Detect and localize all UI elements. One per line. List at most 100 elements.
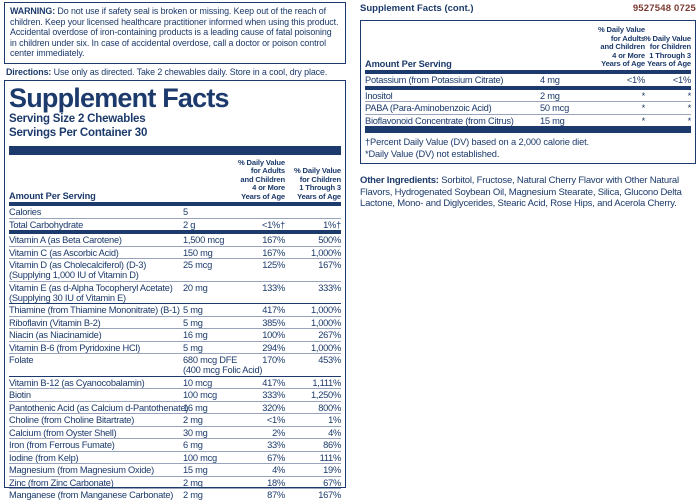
cell-dv2: 1,000% (310, 247, 341, 258)
dv-children-header: % Daily Value for Children 1 Through 3 Y… (293, 166, 341, 201)
cell-dv2: <1% (672, 75, 691, 85)
table-header: Amount Per Serving % Daily Value for Adu… (365, 23, 691, 70)
cell-name: Vitamin B-12 (as Cyanocobalamin) (9, 377, 145, 388)
warning-label: WARNING: (10, 6, 56, 16)
cell-dv1: 33% (267, 440, 285, 451)
cell-name: Iodine (from Kelp) (9, 452, 79, 463)
cell-dv1: * (641, 115, 646, 126)
cell-dv2: * (687, 90, 692, 101)
nutrient-rows: Calories 5 Total Carbohydrate 2 g <1%† 1%† Vit… (9, 206, 341, 501)
table-row: Folate 680 mcg DFE (400 mcg Folic Acid) 170… (9, 354, 341, 377)
supplement-facts-panel: Supplement Facts Serving Size 2 Chewable… (4, 80, 346, 500)
cell-dv1: * (641, 90, 646, 101)
supplement-facts-cont-panel: Amount Per Serving % Daily Value for Adu… (360, 20, 696, 164)
table-row: Thiamine (from Thiamine Mononitrate) (B-… (9, 304, 341, 317)
cell-amt: 6 mg (183, 440, 203, 451)
cell-name: Thiamine (from Thiamine Mononitrate) (B-… (9, 305, 180, 316)
cell-dv1: 167% (262, 247, 285, 258)
table-row: Calories 5 (9, 206, 341, 219)
cell-dv1: <1%† (261, 219, 285, 230)
cell-dv2: 1,000% (310, 317, 341, 328)
table-row: Niacin (as Niacinamide) 16 mg 100% 267% (9, 329, 341, 342)
cell-dv2: 1,111% (312, 377, 341, 388)
table-header: Amount Per Serving % Daily Value for Adu… (9, 155, 341, 202)
cell-dv2: 19% (323, 465, 341, 476)
table-row: Inositol 2 mg * * (365, 90, 692, 102)
cell-dv1: 2% (272, 427, 285, 438)
thick-bar (9, 146, 341, 156)
table-row: Vitamin B-6 (from Pyridoxine HCl) 5 mg 294… (9, 342, 341, 355)
other-ingredients: Other Ingredients: Sorbitol, Fructose, N… (360, 175, 696, 210)
warning-text: Do not use if safety seal is broken or m… (10, 6, 339, 59)
left-column: WARNING: Do not use if safety seal is br… (4, 2, 346, 500)
table-row: Biotin 100 mcg 333% 1,250% (9, 389, 341, 402)
cell-dv1: 100% (262, 330, 285, 341)
cell-name: Zinc (from Zinc Carbonate) (9, 477, 114, 488)
cell-amt: 100 mcg (183, 452, 217, 463)
cell-dv1: <1% (626, 75, 645, 85)
cell-amt: 16 mg (183, 402, 208, 413)
cell-dv1: 133% (262, 282, 285, 293)
cell-dv1: 333% (262, 390, 285, 401)
cell-dv2: 267% (318, 330, 341, 341)
cell-amt: 4 mg (540, 75, 560, 85)
cell-amt: 15 mg (540, 115, 565, 126)
cell-dv2: 86% (323, 440, 341, 451)
cell-dv2: 500% (318, 235, 341, 246)
cell-dv2: 1% (328, 415, 341, 426)
cell-amt: 2 mg (540, 90, 560, 101)
cell-dv1: * (641, 103, 646, 113)
cell-name: Iron (from Ferrous Fumate) (9, 440, 115, 451)
product-code: 9527548 0725 (632, 3, 696, 14)
cell-dv2: 111% (319, 452, 342, 463)
table-row: Iron (from Ferrous Fumate) 6 mg 33% 86% (9, 439, 341, 452)
cell-dv2: 1,250% (310, 390, 341, 401)
cell-amt: 5 mg (183, 342, 203, 353)
cell-amt: 2 mg (183, 490, 203, 501)
nutrient-rows: Potassium (from Potassium Citrate) 4 mg <1… (365, 74, 691, 133)
cell-dv1: 18% (267, 477, 285, 488)
table-row: Pantothenic Acid (as Calcium d-Pantothen… (9, 402, 341, 415)
separator-bar (365, 85, 691, 90)
directions-line: Directions: Use only as directed. Take 2… (4, 64, 346, 80)
cell-dv1: 87% (267, 490, 285, 501)
cell-dv1: 4% (272, 465, 285, 476)
table-row: Zinc (from Zinc Carbonate) 2 mg 18% 67% (9, 477, 341, 490)
table-row: Total Carbohydrate 2 g <1%† 1%† (9, 219, 341, 231)
cell-amt: 25 mcg (183, 260, 212, 271)
cell-dv1: <1% (266, 415, 285, 426)
cell-dv1: 170% (262, 355, 285, 366)
table-row: Iodine (from Kelp) 100 mcg 67% 111% (9, 452, 341, 465)
separator-bar (9, 202, 341, 207)
cell-dv2: 333% (318, 282, 341, 293)
cell-name: Vitamin A (as Beta Carotene) (9, 235, 122, 246)
cell-dv1: 294% (262, 342, 285, 353)
cell-amt: 2 mg (183, 477, 203, 488)
cell-dv1: 167% (262, 235, 285, 246)
cell-amt: 1,500 mcg (183, 235, 225, 246)
cell-dv2: 1%† (323, 219, 341, 230)
cell-dv1: 67% (267, 452, 285, 463)
table-row: Vitamin D (as Cholecalciferol) (D-3) (Sup… (9, 259, 341, 282)
cell-name: Biotin (9, 390, 31, 401)
cell-name: Niacin (as Niacinamide) (9, 330, 102, 341)
cell-name: PABA (Para-Aminobenzoic Acid) (365, 103, 492, 113)
cell-dv2: 1,000% (310, 305, 341, 316)
table-row: PABA (Para-Aminobenzoic Acid) 50 mcg * * (365, 102, 691, 115)
cell-dv2: 800% (318, 402, 341, 413)
directions-text: Use only as directed. Take 2 chewables d… (51, 66, 328, 77)
cell-dv2: 1,000% (310, 342, 341, 353)
cell-amt: 15 mg (183, 465, 208, 476)
cell-amt: 10 mcg (183, 377, 212, 388)
footnote-dagger: †Percent Daily Value (DV) based on a 2,0… (365, 137, 589, 147)
table-row: Vitamin E (as d-Alpha Tocopheryl Acetate… (9, 282, 341, 305)
table-row: Choline (from Choline Bitartrate) 2 mg <1%… (9, 414, 341, 427)
table-row: Vitamin B-12 (as Cyanocobalamin) 10 mcg 41… (9, 377, 341, 390)
cell-amt: 150 mg (183, 247, 213, 258)
separator-bar (9, 230, 341, 235)
table-row: Vitamin C (as Ascorbic Acid) 150 mg 167% 1,… (9, 247, 341, 260)
cell-dv1: 385% (262, 317, 285, 328)
dv-adults-header: % Daily Value for Adults and Children 4 … (237, 157, 285, 201)
cell-dv2: 67% (323, 477, 341, 488)
cell-amt: 100 mcg (183, 390, 217, 401)
